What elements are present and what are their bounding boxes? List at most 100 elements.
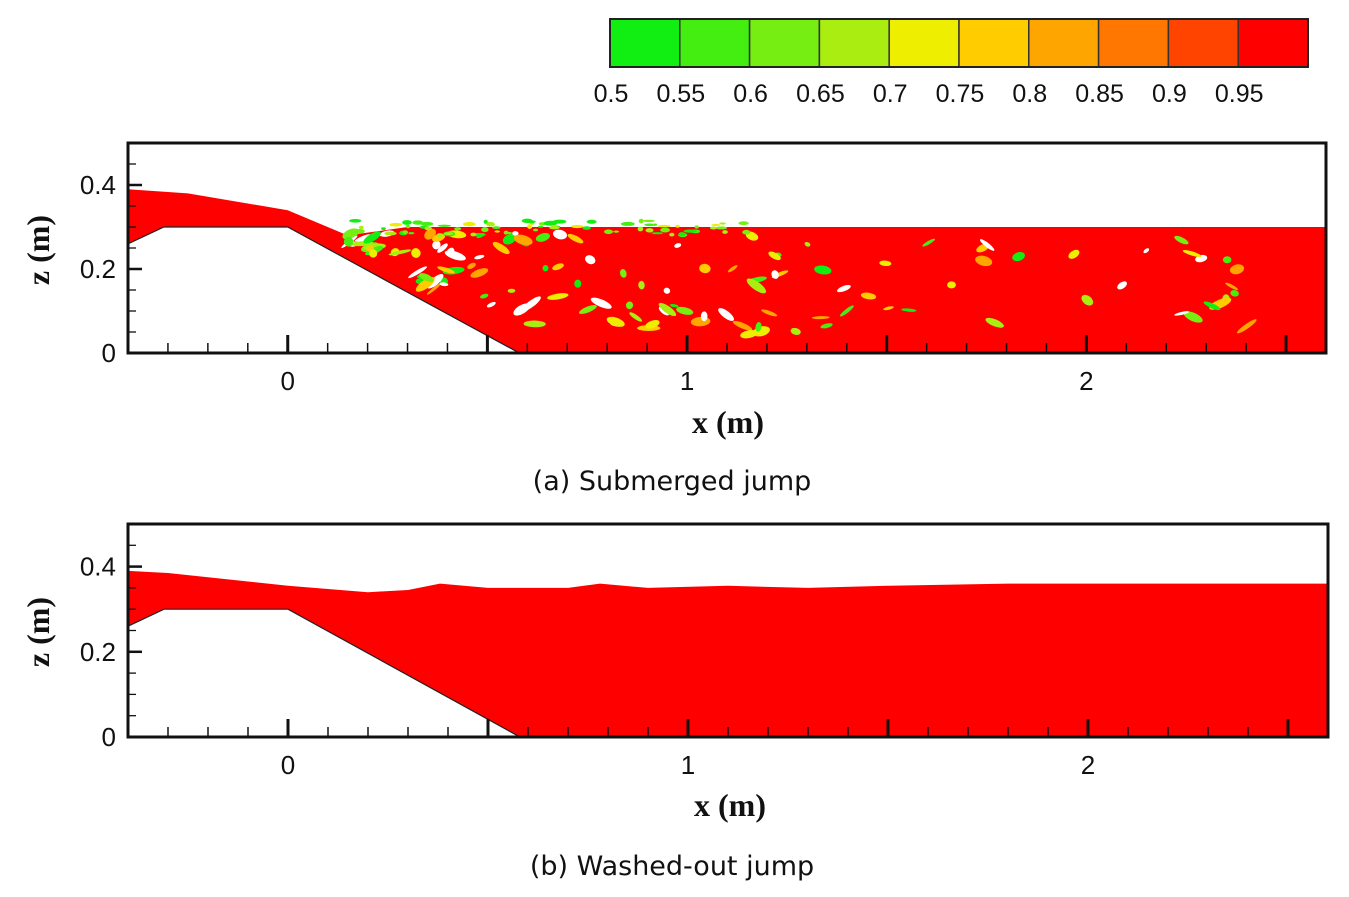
y-tick-label: 0.2 [80, 254, 116, 284]
aeration-blob [901, 308, 917, 312]
aeration-blob [1203, 301, 1221, 311]
spray-droplet [481, 227, 489, 233]
aeration-blob [437, 243, 448, 253]
panel-b-ylabel: z (m) [20, 597, 56, 667]
spray-droplet [408, 232, 415, 235]
aeration-blob [480, 293, 489, 299]
spray-droplet [711, 224, 721, 226]
aeration-blob [700, 311, 708, 322]
aeration-blob [408, 266, 427, 279]
aeration-blob [658, 302, 677, 317]
panel-a-caption: (a) Submerged jump [533, 466, 812, 497]
colorbar-tick-label: 0.65 [796, 80, 845, 108]
spray-droplet [436, 233, 443, 238]
aeration-blob [574, 279, 582, 288]
colorbar-swatch [679, 18, 751, 68]
aeration-blob [840, 305, 854, 317]
spray-droplet [638, 218, 644, 224]
panel-b-caption: (b) Washed-out jump [530, 851, 814, 882]
spray-droplet [694, 225, 699, 229]
spray-droplet [538, 225, 543, 228]
aeration-blob [606, 316, 625, 327]
spray-droplet [675, 224, 680, 228]
spray-droplet [525, 220, 536, 224]
colorbar-swatch [1097, 18, 1170, 68]
aeration-blob [411, 248, 421, 258]
aeration-blob [629, 312, 643, 322]
aeration-blob [755, 322, 762, 332]
spray-droplet [505, 231, 513, 235]
spray-droplet [359, 225, 364, 230]
aeration-blob [879, 260, 892, 267]
aeration-blob [552, 263, 564, 271]
aeration-blob [625, 301, 634, 310]
panel-a-ylabel: z (m) [20, 215, 56, 285]
aeration-blob [746, 278, 767, 294]
aeration-blob [1229, 264, 1245, 275]
spray-droplet [683, 229, 697, 233]
aeration-blob [512, 231, 519, 236]
aeration-blob [771, 270, 779, 279]
spray-droplet [678, 232, 686, 237]
aeration-blob [1183, 311, 1203, 323]
spray-droplet [462, 222, 476, 227]
aeration-blob [467, 262, 476, 270]
aeration-blob [1230, 290, 1239, 297]
spray-droplet [405, 224, 411, 229]
aeration-blob [979, 239, 995, 251]
spray-droplet [549, 225, 560, 230]
spray-droplet [637, 226, 644, 232]
aeration-blob [424, 228, 436, 240]
aeration-blob [523, 320, 546, 328]
aeration-blob [446, 247, 455, 257]
colorbar-swatch [1167, 18, 1239, 68]
y-tick-label: 0 [102, 338, 116, 368]
spray-droplet [582, 226, 591, 230]
aeration-blob [486, 301, 496, 308]
colorbar-swatch [748, 18, 821, 68]
aeration-blob [663, 287, 671, 294]
aeration-blob [1174, 311, 1190, 316]
colorbar-frame [609, 18, 1309, 68]
x-tick-label: 1 [681, 750, 695, 780]
y-tick-label: 0.4 [80, 552, 116, 582]
colorbar-swatch [888, 18, 960, 68]
aeration-blob [727, 265, 738, 273]
colorbar-tick-label: 0.95 [1215, 80, 1264, 108]
aeration-blob [620, 269, 627, 278]
x-tick-label: 2 [1081, 750, 1095, 780]
aeration-blob [567, 233, 584, 244]
aeration-blob [699, 263, 711, 274]
aeration-blob [507, 288, 516, 293]
spray-droplet [722, 230, 728, 234]
spray-droplet [437, 224, 452, 227]
spray-droplet [494, 230, 501, 233]
panel-a-xlabel: x (m) [692, 404, 764, 440]
spray-droplet [657, 224, 671, 228]
aeration-blob [470, 268, 489, 278]
aeration-blob [718, 308, 734, 321]
aeration-blob [1117, 281, 1127, 290]
spray-droplet [402, 220, 412, 225]
aeration-blob [1143, 248, 1150, 254]
aeration-blob [676, 306, 694, 315]
aeration-blob [585, 255, 596, 265]
colorbar-tick-label: 0.9 [1152, 80, 1187, 108]
aeration-blob [669, 304, 679, 308]
aeration-blob [474, 254, 485, 260]
x-tick-label: 1 [680, 366, 694, 396]
aeration-blob [674, 243, 682, 248]
spray-droplet [354, 229, 365, 234]
aeration-blob [1182, 250, 1202, 257]
aeration-blob [590, 297, 612, 309]
aeration-blob [1081, 294, 1094, 306]
spray-droplet [643, 219, 655, 223]
aeration-blob [740, 330, 758, 339]
aeration-blob [811, 316, 830, 320]
spray-droplet [553, 219, 567, 224]
spray-droplet [613, 230, 620, 233]
spray-droplet [381, 227, 386, 231]
spray-droplet [586, 219, 597, 224]
x-tick-label: 0 [281, 750, 295, 780]
